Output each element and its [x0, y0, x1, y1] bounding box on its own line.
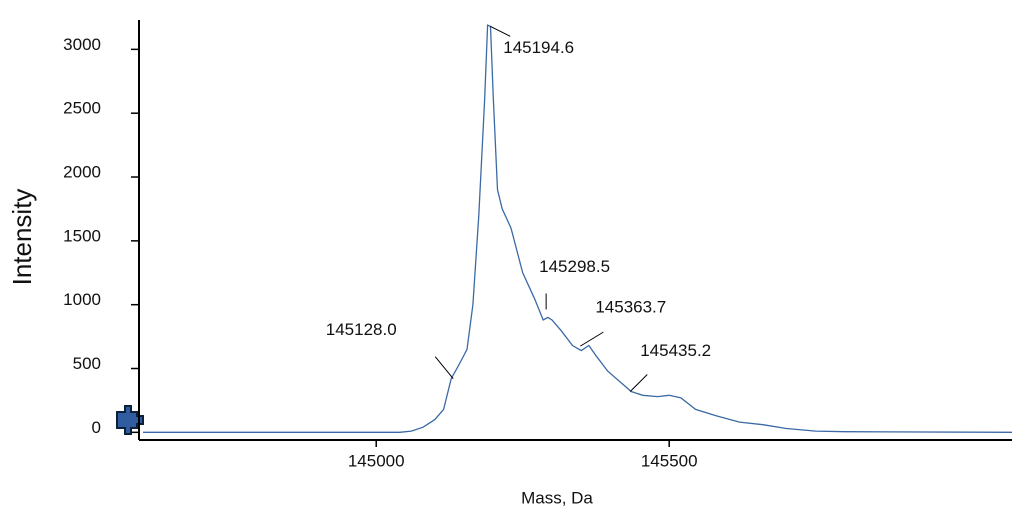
peak-label: 145363.7	[595, 298, 666, 317]
peak-leader	[580, 331, 604, 347]
peak-label: 145128.0	[326, 320, 397, 339]
peak-leader	[434, 356, 454, 380]
y-tick-label: 2500	[63, 99, 101, 118]
peak-label: 145194.6	[503, 38, 574, 57]
x-tick-label: 145000	[348, 451, 405, 470]
x-axis-label: Mass, Da	[521, 488, 593, 507]
y-tick-label: 1000	[63, 290, 101, 309]
y-tick-label: 0	[92, 418, 101, 437]
y-tick-label: 500	[73, 354, 101, 373]
x-tick-label: 145500	[641, 451, 698, 470]
axis-arrow-marker	[116, 405, 144, 435]
y-tick-label: 3000	[63, 35, 101, 54]
peak-leader	[629, 374, 648, 392]
y-axis-label: Intensity	[7, 189, 37, 286]
spectrum-line	[143, 24, 1013, 433]
peak-label: 145435.2	[640, 341, 711, 360]
y-tick-label: 2000	[63, 163, 101, 182]
y-tick-label: 1500	[63, 226, 101, 245]
peak-label: 145298.5	[539, 257, 610, 276]
peak-leader	[490, 25, 511, 37]
